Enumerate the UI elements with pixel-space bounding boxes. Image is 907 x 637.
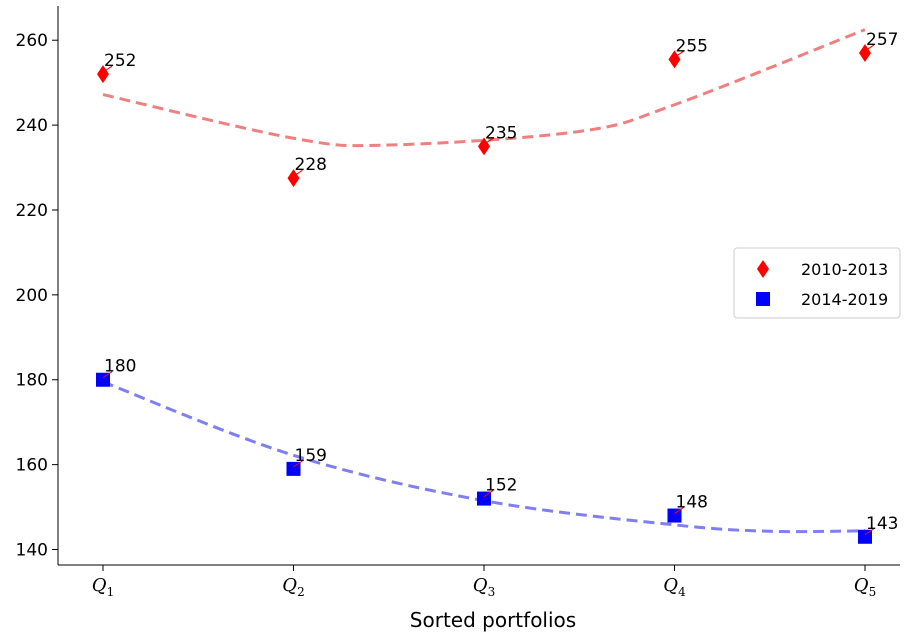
legend: 2010-2013 2014-2019 xyxy=(733,247,901,319)
x-tick-label: Q1 xyxy=(92,575,114,599)
y-tick-label: 140 xyxy=(16,541,48,561)
data-label-2010-2013-1: 252 xyxy=(104,51,136,71)
data-label-2010-2013-3: 235 xyxy=(485,123,517,143)
data-label-2010-2013-5: 257 xyxy=(866,30,898,50)
legend-label-2010-2013: 2010-2013 xyxy=(801,260,888,279)
data-label-2010-2013-4: 255 xyxy=(676,36,708,56)
legend-marker-2010-2013 xyxy=(757,260,769,278)
x-axis-title: Sorted portfolios xyxy=(410,608,576,632)
x-tick-label: Q2 xyxy=(282,575,304,599)
label-leader xyxy=(293,460,303,468)
label-leader xyxy=(864,44,875,52)
x-tick-label: Q4 xyxy=(663,575,686,599)
x-tick-label: Q3 xyxy=(473,575,495,599)
marker-2014-2019-4 xyxy=(667,508,682,523)
marker-2014-2019-2 xyxy=(286,461,301,476)
trend-lines xyxy=(102,28,866,534)
y-tick-label: 200 xyxy=(16,286,48,306)
trend-line-0 xyxy=(102,28,866,148)
label-leader xyxy=(102,65,113,73)
trend-line-1 xyxy=(102,380,866,534)
legend-marker-2014-2019 xyxy=(756,292,770,306)
legend-label-2014-2019: 2014-2019 xyxy=(801,290,888,309)
y-tick-label: 240 xyxy=(16,116,48,136)
marker-2014-2019-1 xyxy=(96,372,110,387)
label-leader xyxy=(864,528,875,536)
axes: 140 160 180 200 220 240 260 Q1 Q2 Q3 Q4 Q5 xyxy=(16,6,900,599)
data-label-2014-2019-1: 180 xyxy=(104,357,136,377)
y-tick-label: 160 xyxy=(16,456,48,476)
data-label-2014-2019-4: 148 xyxy=(676,493,708,513)
y-tick-label: 220 xyxy=(16,201,48,221)
data-label-2010-2013-2: 228 xyxy=(295,155,327,175)
marker-2014-2019-3 xyxy=(477,491,491,506)
data-labels: 252 228 235 255 257 180 159 152 148 143 xyxy=(102,30,898,536)
data-label-2014-2019-2: 159 xyxy=(295,446,327,466)
label-leader xyxy=(674,507,684,514)
label-leader xyxy=(483,137,494,145)
y-tick-label: 260 xyxy=(16,31,48,51)
label-leader xyxy=(483,490,494,497)
marker-2014-2019-5 xyxy=(858,529,872,544)
data-label-2014-2019-3: 152 xyxy=(485,476,517,496)
data-label-2014-2019-5: 143 xyxy=(866,514,898,534)
y-tick-label: 180 xyxy=(16,371,48,391)
x-tick-label: Q5 xyxy=(854,575,876,599)
label-leader xyxy=(293,169,303,177)
legend-box xyxy=(733,247,901,319)
label-leader xyxy=(674,50,684,58)
label-leader xyxy=(102,371,113,379)
